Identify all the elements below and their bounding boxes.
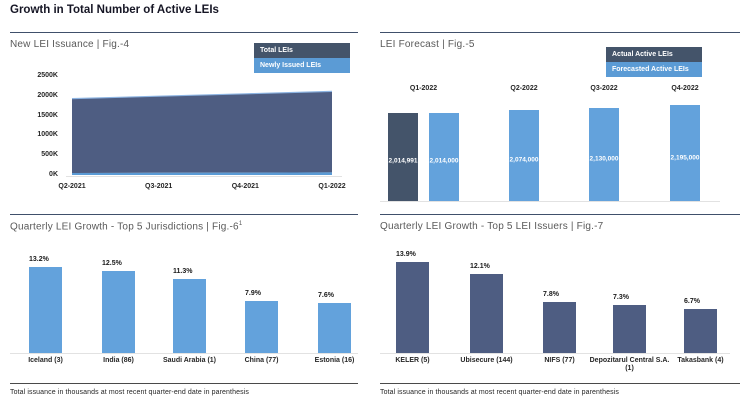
growth-percent-label: 7.8% <box>543 290 559 298</box>
growth-percent-label: 7.9% <box>245 290 261 298</box>
forecast-bar-value: 2,014,991 <box>388 157 418 165</box>
x-axis-line <box>380 201 720 202</box>
page-title: Growth in Total Number of Active LEIs <box>10 4 219 16</box>
divider <box>380 383 740 384</box>
x-axis-tick: Q2-2021 <box>58 183 86 190</box>
newly-issued-leis-area <box>72 172 332 175</box>
issuer-bar <box>396 261 429 353</box>
y-axis-tick: 0K <box>49 171 58 178</box>
bar-chart-top5-jurisdictions: 13.2% Iceland (3) 12.5% India (86) 11.3% Saud… <box>10 215 358 387</box>
panel-top5-jurisdictions: Quarterly LEI Growth - Top 5 Jurisdictio… <box>10 214 358 396</box>
legend-forecast: Actual Active LEIs Forecasted Active LEIs <box>606 47 702 77</box>
bar-chart-lei-forecast: Q1-2022 Q2-2022 Q3-2022 Q4-2022 2,014,991 2,0… <box>380 33 740 205</box>
forecast-category-label: Q3-2022 <box>590 85 618 92</box>
jurisdiction-bar <box>318 303 351 353</box>
panel-title-new-lei-issuance: New LEI Issuance | Fig.-4 <box>10 39 130 50</box>
x-axis-tick: Q1-2022 <box>318 183 346 190</box>
forecast-category-label: Q2-2022 <box>510 85 538 92</box>
bar-chart-top5-lei-issuers: 13.9% KELER (5) 12.1% Ubisecure (144) 7.8% NI… <box>380 215 740 387</box>
x-axis-line <box>66 176 342 177</box>
forecast-category-label: Q1-2022 <box>409 85 438 92</box>
issuer-bar <box>684 309 717 353</box>
area-chart-new-lei-issuance: 2500K 2000K 1500K 1000K 500K 0K Q2-2021 Q3-2021… <box>10 33 358 205</box>
panel-new-lei-issuance: New LEI Issuance | Fig.-4 Total LEIs Newl… <box>10 32 358 205</box>
panel-title-top5-lei-issuers: Quarterly LEI Growth - Top 5 LEI Issuers… <box>380 221 604 232</box>
y-axis-tick: 1000K <box>37 131 58 139</box>
jurisdiction-bar <box>173 278 206 353</box>
y-axis-tick: 1500K <box>37 111 58 119</box>
footnote-issuers: Total issuance in thousands at most rece… <box>380 389 619 396</box>
jurisdiction-label: Iceland (3) <box>28 357 63 364</box>
issuer-label: Takasbank (4) <box>677 357 724 364</box>
growth-percent-label: 11.3% <box>173 267 193 275</box>
panel-lei-forecast: LEI Forecast | Fig.-5 Actual Active LEIs… <box>380 32 740 205</box>
growth-percent-label: 6.7% <box>684 298 700 306</box>
total-leis-line <box>71 90 333 100</box>
legend-item: Newly Issued LEIs <box>254 58 350 73</box>
forecast-bar: 2,074,000 <box>509 110 539 201</box>
panel-title-top5-jurisdictions: Quarterly LEI Growth - Top 5 Jurisdictio… <box>10 221 242 232</box>
panel-title-text: Quarterly LEI Growth - Top 5 Jurisdictio… <box>10 221 239 233</box>
issuer-label: KELER (5) <box>395 357 430 364</box>
growth-percent-label: 7.6% <box>318 292 334 300</box>
forecast-bar-value: 2,074,000 <box>509 156 539 164</box>
growth-percent-label: 12.1% <box>470 262 490 270</box>
jurisdiction-label: India (86) <box>103 357 134 364</box>
growth-percent-label: 12.5% <box>102 260 122 268</box>
forecast-bar-value: 2,014,000 <box>429 157 459 165</box>
x-axis-line <box>380 353 730 354</box>
legend-item: Forecasted Active LEIs <box>606 62 702 77</box>
divider <box>10 383 358 384</box>
forecast-bar: 2,014,000 <box>429 113 459 201</box>
x-axis-line <box>10 353 358 354</box>
growth-percent-label: 7.3% <box>613 294 629 302</box>
legend-issuance: Total LEIs Newly Issued LEIs <box>254 43 350 73</box>
area-plot <box>71 90 333 175</box>
jurisdiction-bar <box>29 266 62 353</box>
jurisdiction-bar <box>102 271 135 353</box>
issuer-bar <box>613 305 646 353</box>
x-axis-tick: Q4-2021 <box>231 183 259 190</box>
forecast-bar: 2,195,000 <box>670 104 700 201</box>
y-axis-tick: 2000K <box>37 91 58 99</box>
forecast-bar: 2,014,991 <box>388 112 418 201</box>
growth-percent-label: 13.2% <box>29 255 49 263</box>
forecast-category-label: Q4-2022 <box>671 85 699 92</box>
jurisdiction-label: Saudi Arabia (1) <box>162 357 217 364</box>
issuer-bar <box>543 301 576 353</box>
jurisdiction-label: China (77) <box>244 357 279 364</box>
panel-title-lei-forecast: LEI Forecast | Fig.-5 <box>380 39 475 50</box>
x-axis-tick: Q3-2021 <box>145 183 173 190</box>
panel-top5-lei-issuers: Quarterly LEI Growth - Top 5 LEI Issuers… <box>380 214 740 396</box>
jurisdiction-label: Estonia (16) <box>314 357 355 364</box>
forecast-bar-value: 2,130,000 <box>589 155 619 163</box>
y-axis-tick: 2500K <box>37 72 58 79</box>
growth-percent-label: 13.9% <box>396 250 416 258</box>
footnote-marker: 1 <box>238 221 243 227</box>
issuer-bar <box>470 273 503 353</box>
forecast-bar: 2,130,000 <box>589 107 619 201</box>
issuer-label: NIFS (77) <box>544 357 575 364</box>
legend-item: Total LEIs <box>254 43 350 58</box>
total-leis-area <box>72 91 332 173</box>
footnote-jurisdictions: Total issuance in thousands at most rece… <box>10 389 249 396</box>
jurisdiction-bar <box>245 301 278 353</box>
issuer-label: Ubisecure (144) <box>460 357 513 364</box>
y-axis-tick: 500K <box>41 151 58 159</box>
legend-item: Actual Active LEIs <box>606 47 702 62</box>
issuer-label: Depozitarul Central S.A. (1) <box>589 357 670 373</box>
forecast-bar-value: 2,195,000 <box>670 154 700 162</box>
